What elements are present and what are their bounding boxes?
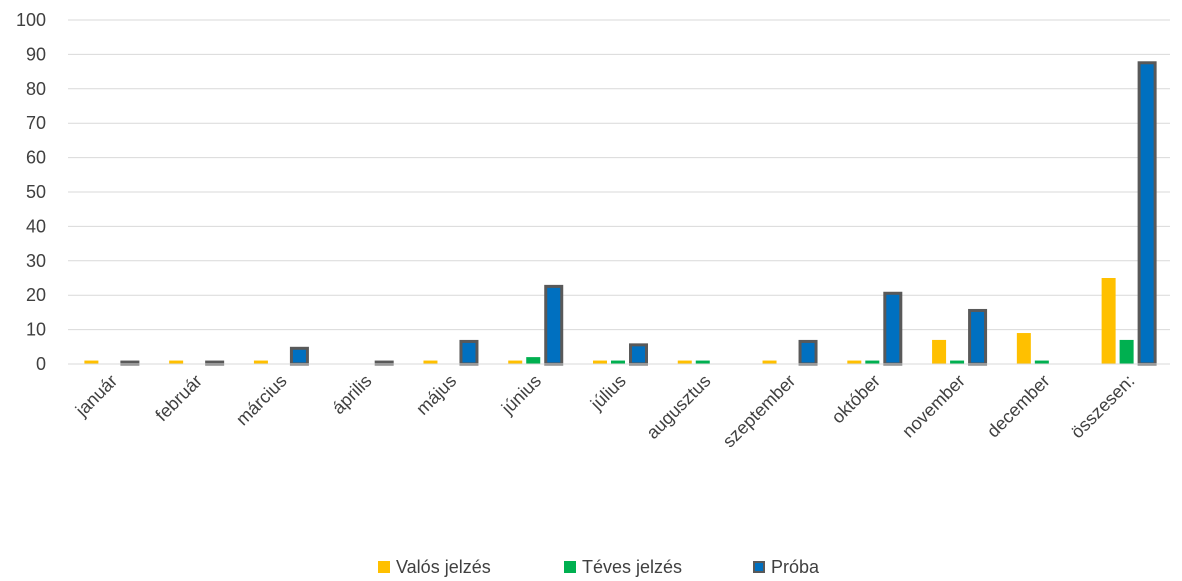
legend: Valós jelzés Téves jelzés Próba xyxy=(0,555,1182,579)
bar-proba xyxy=(629,343,648,366)
x-tick-label: szeptember xyxy=(719,371,800,452)
x-tick-label: március xyxy=(232,371,291,430)
y-tick-label: 90 xyxy=(26,44,46,64)
x-axis: január február március április május június jú… xyxy=(68,363,1170,452)
legend-item-proba: Próba xyxy=(753,555,819,579)
legend-swatch-proba xyxy=(753,561,765,573)
bar-proba xyxy=(289,346,309,366)
x-tick-label: július xyxy=(586,371,630,415)
y-tick-label: 20 xyxy=(26,285,46,305)
bar-teves xyxy=(1034,360,1049,364)
bar-proba xyxy=(883,291,903,366)
x-tick-label: április xyxy=(328,371,375,418)
y-tick-label: 50 xyxy=(26,182,46,202)
y-tick-label: 40 xyxy=(26,216,46,236)
y-tick-label: 80 xyxy=(26,79,46,99)
gridlines xyxy=(68,19,1170,365)
legend-label-teves: Téves jelzés xyxy=(582,556,683,577)
legend-swatch-teves xyxy=(564,561,576,573)
x-tick-label: november xyxy=(898,371,969,442)
y-tick-label: 100 xyxy=(16,10,46,30)
legend-label-valos: Valós jelzés xyxy=(396,556,491,577)
y-tick-label: 10 xyxy=(26,320,46,340)
y-tick-label: 60 xyxy=(26,148,46,168)
y-tick-label: 0 xyxy=(36,354,46,374)
x-tick-label: október xyxy=(828,371,885,428)
x-tick-label: december xyxy=(983,371,1054,442)
bar-valos xyxy=(423,360,438,364)
bar-proba xyxy=(1137,61,1157,366)
bar-valos xyxy=(1016,333,1031,364)
bar-valos xyxy=(253,360,268,364)
legend-item-teves: Téves jelzés xyxy=(564,555,682,579)
bar-teves xyxy=(1119,339,1134,364)
bar-proba xyxy=(459,339,479,366)
bar-valos xyxy=(677,360,692,364)
legend-swatch-valos xyxy=(378,561,390,573)
bar-proba xyxy=(968,308,988,366)
y-tick-label: 70 xyxy=(26,113,46,133)
bar-valos xyxy=(593,360,607,364)
bar-teves xyxy=(950,360,965,364)
bars xyxy=(84,61,1157,366)
bar-proba xyxy=(544,284,564,366)
bar-teves xyxy=(611,360,625,364)
bar-valos xyxy=(508,360,523,364)
bar-teves xyxy=(695,360,710,364)
bar-valos xyxy=(847,360,862,364)
bar-teves xyxy=(526,357,541,364)
legend-item-valos: Valós jelzés xyxy=(378,555,491,579)
bar-valos xyxy=(169,360,184,364)
bar-valos xyxy=(932,339,947,364)
bar-valos xyxy=(762,360,777,364)
bar-teves xyxy=(865,360,880,364)
bar-valos xyxy=(1101,278,1116,364)
bar-proba xyxy=(798,339,818,366)
x-tick-label: június xyxy=(497,371,545,419)
y-axis: 0 10 20 30 40 50 60 70 80 90 100 xyxy=(16,10,46,374)
x-tick-label: összesen: xyxy=(1067,371,1138,442)
bar-valos xyxy=(84,360,99,364)
y-tick-label: 30 xyxy=(26,251,46,271)
x-tick-label: január xyxy=(71,371,121,421)
x-tick-label: február xyxy=(152,371,206,425)
bar-chart: 0 10 20 30 40 50 60 70 80 90 100 január február márc… xyxy=(16,10,1170,452)
legend-label-proba: Próba xyxy=(771,556,820,577)
x-tick-label: augusztus xyxy=(642,371,714,443)
x-tick-label: május xyxy=(412,371,460,419)
